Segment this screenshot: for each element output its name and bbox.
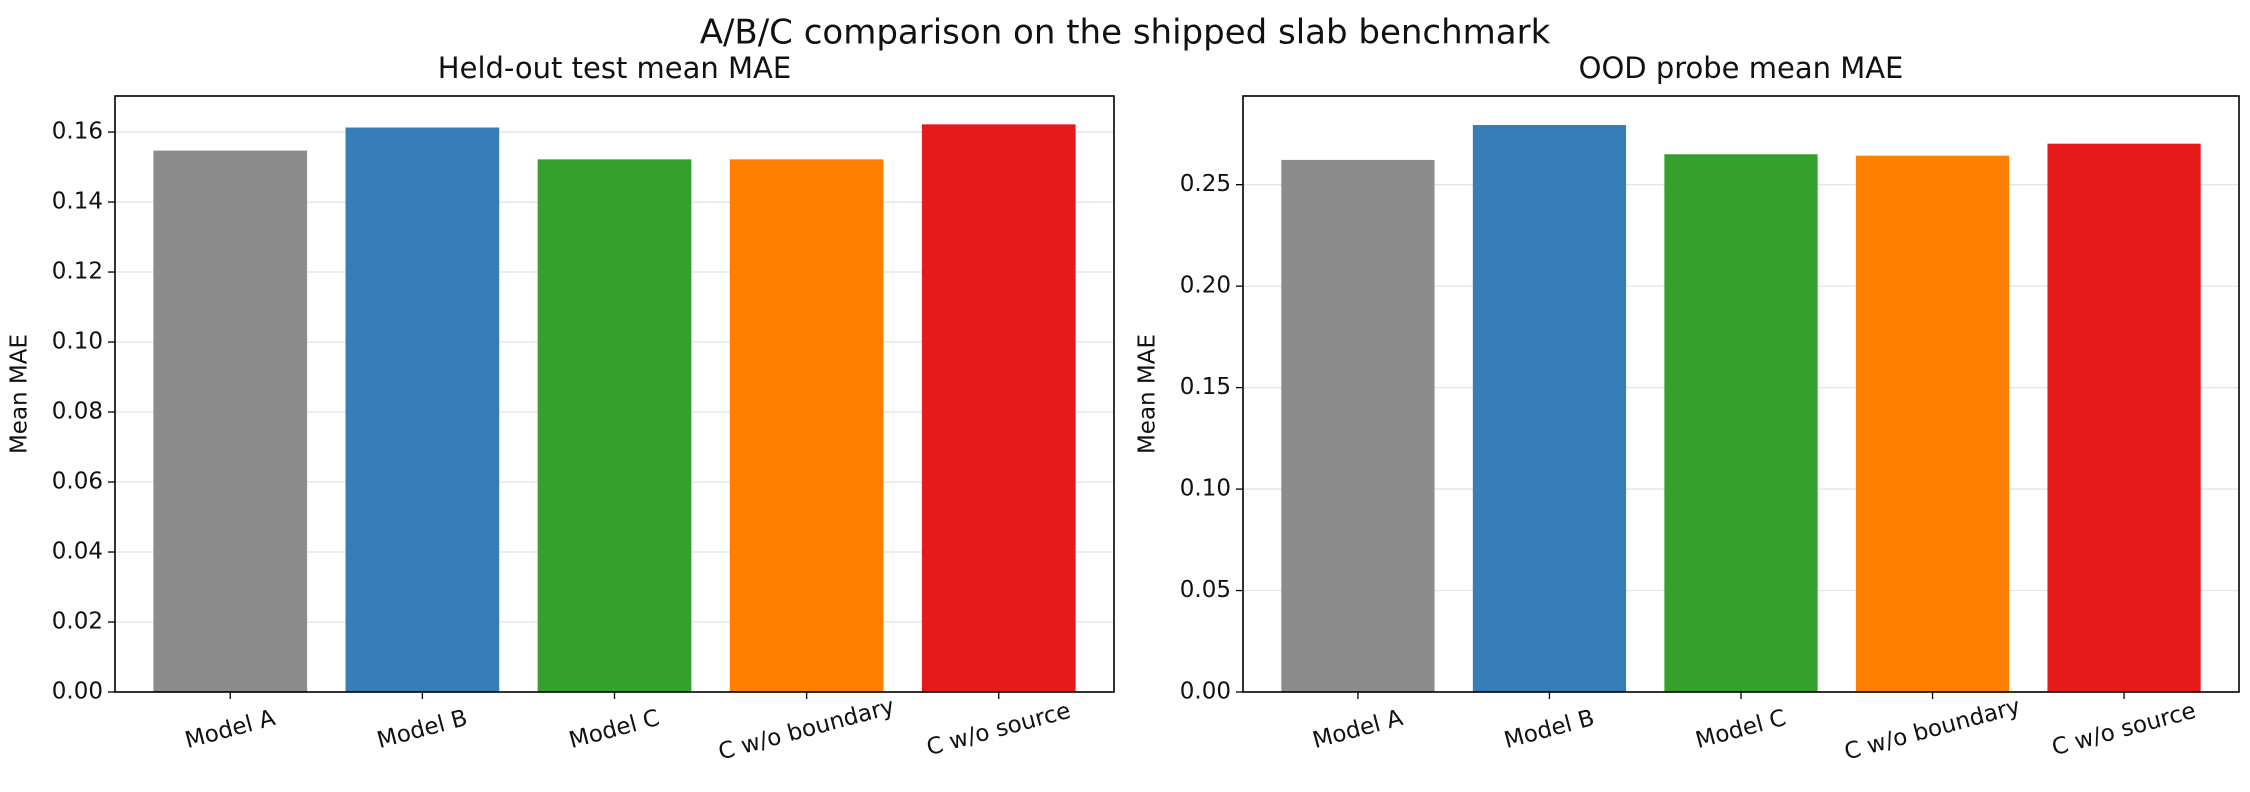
bar xyxy=(729,159,884,693)
y-axis-label: Mean MAE xyxy=(1135,334,1161,454)
y-tick-label: 0.20 xyxy=(1180,273,1231,299)
y-axis-label: Mean MAE xyxy=(7,334,33,454)
figure-title: A/B/C comparison on the shipped slab ben… xyxy=(700,13,1551,53)
y-tick-label: 0.05 xyxy=(1180,577,1231,603)
chart-title: OOD probe mean MAE xyxy=(1579,51,1904,85)
bar xyxy=(537,159,692,693)
y-tick-label: 0.10 xyxy=(1180,476,1231,502)
y-tick-label: 0.25 xyxy=(1180,171,1231,197)
x-tick-label: Model B xyxy=(374,705,470,754)
bar xyxy=(1855,155,2010,692)
chart-title: Held-out test mean MAE xyxy=(438,51,791,85)
x-tick-label: Model C xyxy=(1693,705,1789,754)
y-tick-label: 0.00 xyxy=(1180,679,1231,705)
y-tick-label: 0.08 xyxy=(52,399,103,425)
bar xyxy=(921,124,1076,693)
plot-frame xyxy=(1242,95,2240,693)
y-tick-label: 0.00 xyxy=(52,679,103,705)
bar xyxy=(1281,159,1435,692)
y-tick-label: 0.10 xyxy=(52,329,103,355)
x-tick-label: Model A xyxy=(182,705,278,754)
bar xyxy=(2047,143,2201,692)
x-tick-label: C w/o source xyxy=(924,698,1073,761)
x-tick-label: C w/o boundary xyxy=(716,694,897,766)
y-tick-label: 0.02 xyxy=(52,609,103,635)
x-tick-label: C w/o source xyxy=(2049,698,2198,761)
y-tick-label: 0.15 xyxy=(1180,374,1231,400)
x-tick-label: Model C xyxy=(566,705,662,754)
y-tick-label: 0.12 xyxy=(52,259,103,285)
bar xyxy=(345,127,500,692)
y-tick-label: 0.16 xyxy=(52,119,103,145)
y-tick-label: 0.14 xyxy=(52,189,103,215)
bar xyxy=(1472,125,1627,692)
x-tick-label: Model A xyxy=(1310,705,1406,754)
plot-frame xyxy=(114,95,1115,693)
x-tick-label: C w/o boundary xyxy=(1842,694,2023,766)
x-tick-label: Model B xyxy=(1501,705,1597,754)
y-tick-label: 0.04 xyxy=(52,539,103,565)
bar xyxy=(1664,154,1818,693)
y-tick-label: 0.06 xyxy=(52,469,103,495)
bar xyxy=(153,150,308,693)
